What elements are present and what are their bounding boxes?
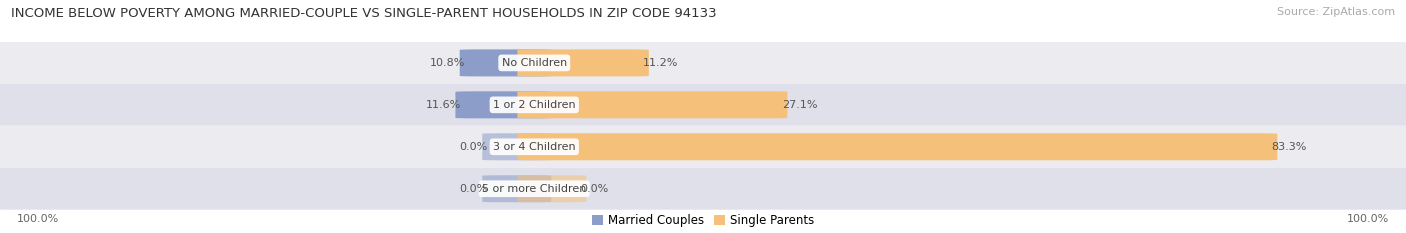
- Text: 11.6%: 11.6%: [426, 100, 461, 110]
- FancyBboxPatch shape: [456, 91, 551, 118]
- FancyBboxPatch shape: [0, 84, 1406, 126]
- FancyBboxPatch shape: [482, 175, 551, 202]
- Text: 0.0%: 0.0%: [460, 184, 488, 194]
- FancyBboxPatch shape: [0, 42, 1406, 84]
- FancyBboxPatch shape: [517, 133, 1277, 160]
- FancyBboxPatch shape: [517, 91, 787, 118]
- Text: 11.2%: 11.2%: [643, 58, 679, 68]
- Text: 83.3%: 83.3%: [1271, 142, 1308, 152]
- Text: 1 or 2 Children: 1 or 2 Children: [494, 100, 575, 110]
- Text: 0.0%: 0.0%: [581, 184, 609, 194]
- Text: 0.0%: 0.0%: [460, 142, 488, 152]
- Text: INCOME BELOW POVERTY AMONG MARRIED-COUPLE VS SINGLE-PARENT HOUSEHOLDS IN ZIP COD: INCOME BELOW POVERTY AMONG MARRIED-COUPL…: [11, 7, 717, 20]
- FancyBboxPatch shape: [0, 168, 1406, 210]
- FancyBboxPatch shape: [460, 49, 551, 76]
- Text: 3 or 4 Children: 3 or 4 Children: [494, 142, 575, 152]
- FancyBboxPatch shape: [0, 126, 1406, 168]
- Text: Source: ZipAtlas.com: Source: ZipAtlas.com: [1277, 7, 1395, 17]
- FancyBboxPatch shape: [517, 175, 586, 202]
- Legend: Married Couples, Single Parents: Married Couples, Single Parents: [592, 214, 814, 227]
- Text: 100.0%: 100.0%: [17, 214, 59, 224]
- Text: 5 or more Children: 5 or more Children: [482, 184, 586, 194]
- Text: 27.1%: 27.1%: [782, 100, 817, 110]
- FancyBboxPatch shape: [517, 49, 648, 76]
- Text: 10.8%: 10.8%: [430, 58, 465, 68]
- Text: 100.0%: 100.0%: [1347, 214, 1389, 224]
- FancyBboxPatch shape: [482, 133, 551, 160]
- Text: No Children: No Children: [502, 58, 567, 68]
